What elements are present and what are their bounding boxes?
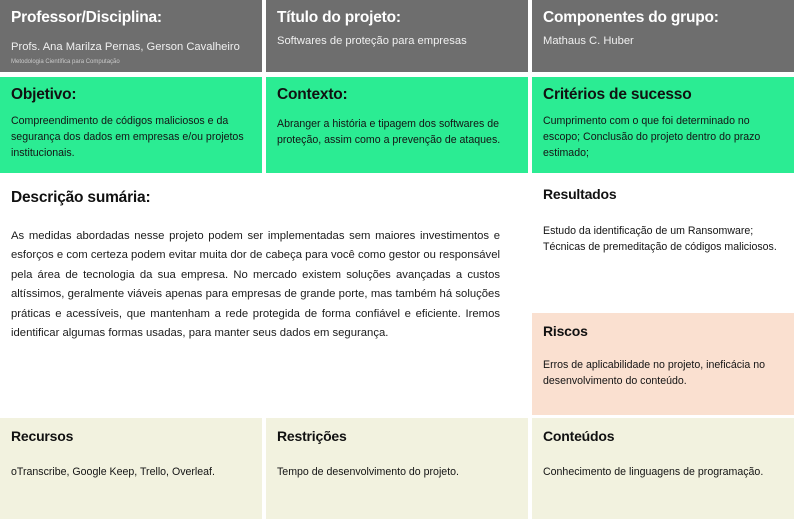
objective-cell: Objetivo: Compreendimento de códigos mal… <box>0 77 262 173</box>
risks-title: Riscos <box>543 323 588 339</box>
project-title-label: Título do projeto: <box>277 9 401 26</box>
success-criteria-body: Cumprimento com o que foi determinado no… <box>543 115 761 159</box>
description-cell: Descrição sumária: As medidas abordadas … <box>0 177 528 415</box>
resources-cell: Recursos oTranscribe, Google Keep, Trell… <box>0 418 262 519</box>
group-label: Componentes do grupo: <box>543 9 719 26</box>
objective-title: Objetivo: <box>11 86 77 103</box>
results-title: Resultados <box>543 186 617 202</box>
risks-body: Erros de aplicabilidade no projeto, inef… <box>543 359 766 387</box>
project-title-value: Softwares de proteção para empresas <box>277 35 467 47</box>
contents-body: Conhecimento de linguagens de programaçã… <box>543 466 764 478</box>
restrictions-body: Tempo de desenvolvimento do projeto. <box>277 466 459 478</box>
professor-title: Professor/Disciplina: <box>11 9 162 26</box>
context-cell: Contexto: Abranger a história e tipagem … <box>266 77 528 173</box>
restrictions-title: Restrições <box>277 428 347 444</box>
results-cell: Resultados Estudo da identificação de um… <box>532 177 794 311</box>
course-name: Metodologia Científica para Computação <box>11 59 120 66</box>
context-title: Contexto: <box>277 86 348 103</box>
contents-title: Conteúdos <box>543 428 615 444</box>
group-value: Mathaus C. Huber <box>543 35 634 47</box>
header-cell-group: Componentes do grupo: Mathaus C. Huber <box>532 0 794 72</box>
description-body: As medidas abordadas nesse projeto podem… <box>11 230 500 340</box>
results-line-1: Estudo da identificação de um Ransomware… <box>543 225 754 237</box>
restrictions-cell: Restrições Tempo de desenvolvimento do p… <box>266 418 528 519</box>
success-criteria-cell: Critérios de sucesso Cumprimento com o q… <box>532 77 794 173</box>
resources-title: Recursos <box>11 428 74 444</box>
objective-body: Compreendimento de códigos maliciosos e … <box>11 115 244 159</box>
results-line-2: Técnicas de premeditação de códigos mali… <box>543 240 777 253</box>
risks-cell: Riscos Erros de aplicabilidade no projet… <box>532 313 794 415</box>
description-title: Descrição sumária: <box>11 189 151 206</box>
context-body: Abranger a história e tipagem dos softwa… <box>277 118 501 146</box>
header-cell-professor: Professor/Disciplina: Profs. Ana Marilza… <box>0 0 262 72</box>
header-cell-project-title: Título do projeto: Softwares de proteção… <box>266 0 528 72</box>
success-criteria-title: Critérios de sucesso <box>543 86 692 103</box>
contents-cell: Conteúdos Conhecimento de linguagens de … <box>532 418 794 519</box>
resources-body: oTranscribe, Google Keep, Trello, Overle… <box>11 466 215 478</box>
professor-names: Profs. Ana Marilza Pernas, Gerson Cavalh… <box>11 41 240 53</box>
